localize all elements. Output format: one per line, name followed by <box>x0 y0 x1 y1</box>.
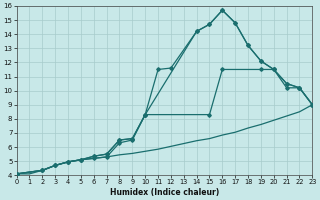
X-axis label: Humidex (Indice chaleur): Humidex (Indice chaleur) <box>110 188 219 197</box>
